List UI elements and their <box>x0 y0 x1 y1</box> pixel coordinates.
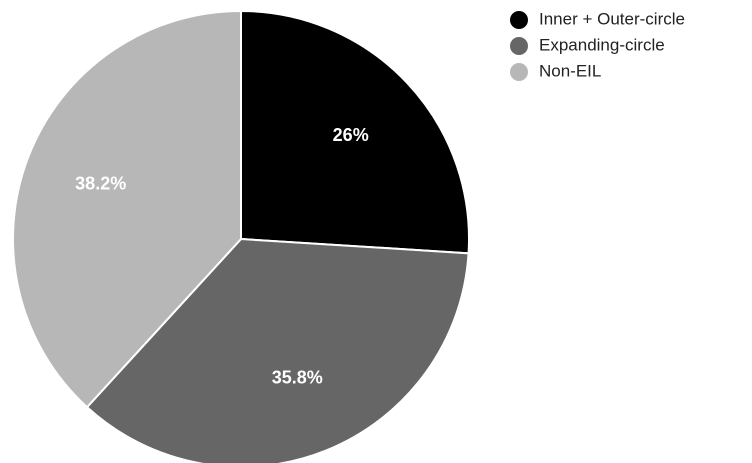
pie-slice-non-eil <box>12 9 242 409</box>
legend-swatch <box>510 63 528 81</box>
pie-slice-expanding-circle <box>85 237 470 463</box>
pie-slice-inner-outer-circle <box>240 9 470 255</box>
legend-label: Inner + Outer-circle <box>539 9 685 28</box>
pie-slice-label: 26% <box>333 125 369 145</box>
legend-swatch <box>510 11 528 29</box>
legend-label: Expanding-circle <box>539 35 665 54</box>
pie-slice-label: 38.2% <box>75 173 126 193</box>
pie-slice-label: 35.8% <box>272 367 323 387</box>
legend: Inner + Outer-circle Expanding-circle Non-… <box>510 9 685 81</box>
legend-label: Non-EIL <box>539 61 601 80</box>
pie-slices <box>12 9 470 463</box>
legend-swatch <box>510 37 528 55</box>
pie-slice-labels: 26% 35.8% 38.2% <box>75 125 369 388</box>
